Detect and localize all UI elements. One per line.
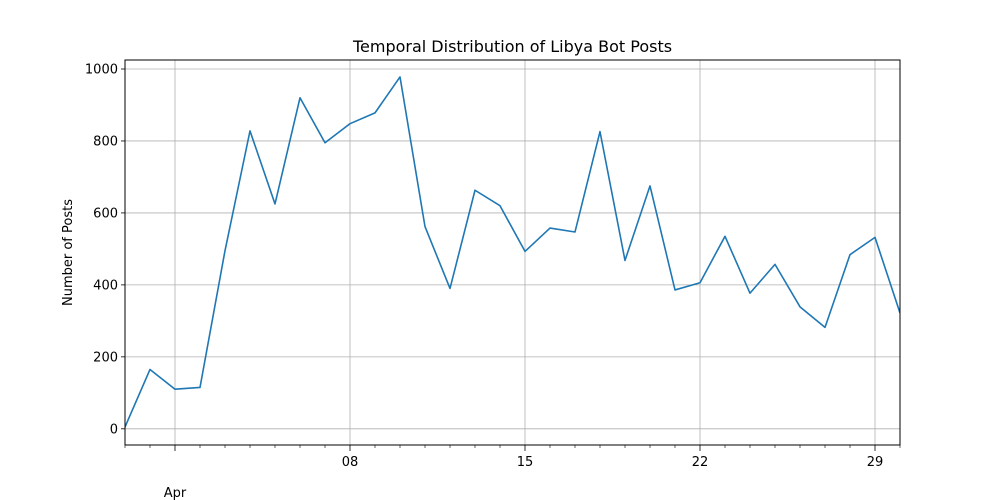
- x-tick-label: 29: [867, 455, 884, 470]
- y-tick-label: 0: [110, 422, 118, 437]
- y-tick-label: 200: [93, 350, 118, 365]
- ticks-layer: 0 200 400 600 800 1000 Apr 08 15 22 29: [85, 62, 901, 500]
- chart-title: Temporal Distribution of Libya Bot Posts: [352, 37, 672, 56]
- x-tick-label: 22: [692, 455, 709, 470]
- x-tick-label: 08: [342, 455, 359, 470]
- y-tick-label: 400: [93, 278, 118, 293]
- x-tick-label: Apr: [164, 486, 187, 500]
- y-axis-label: Number of Posts: [61, 199, 76, 306]
- y-tick-label: 1000: [85, 62, 118, 77]
- series-line: [125, 76, 900, 428]
- y-tick-label: 600: [93, 206, 118, 221]
- y-tick-label: 800: [93, 134, 118, 149]
- x-tick-label: 15: [517, 455, 534, 470]
- plot-area-frame: [124, 59, 901, 446]
- series-layer: [125, 76, 900, 428]
